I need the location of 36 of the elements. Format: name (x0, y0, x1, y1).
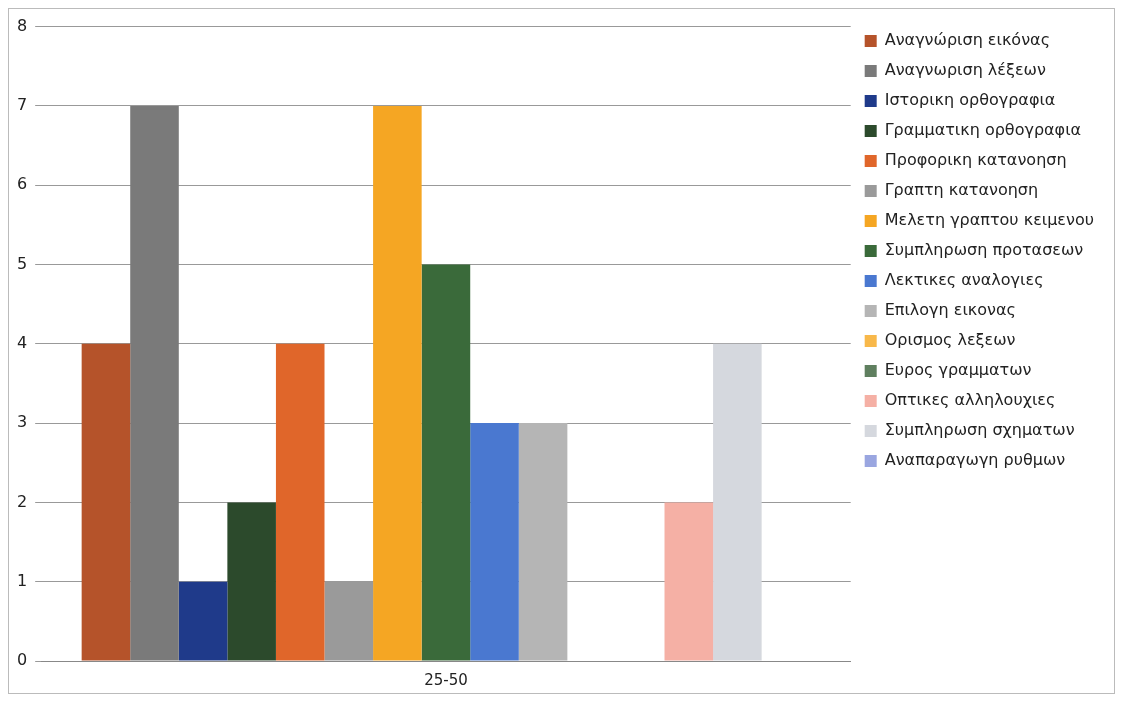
legend-label: Γραπτη κατανοηση (884, 180, 1039, 200)
legend-label: Συμπληρωση προτασεων (884, 240, 1084, 260)
bar (130, 105, 179, 661)
bar (518, 423, 568, 661)
bar (227, 502, 276, 661)
y-tick-label: 4 (16, 332, 28, 352)
bar (81, 343, 131, 661)
legend-label: Συμπληρωση σχηματων (884, 420, 1075, 440)
bar (275, 343, 325, 661)
y-tick-label: 2 (16, 491, 28, 511)
y-tick-label: 3 (16, 412, 28, 432)
legend-label: Ορισμος λεξεων (884, 330, 1016, 350)
y-tick-label: 6 (16, 174, 28, 194)
bar (664, 502, 714, 661)
legend-label: Μελετη γραπτου κειμενου (884, 210, 1095, 230)
legend-label: Λεκτικες αναλογιες (884, 270, 1044, 290)
legend-label: Επιλογη εικονας (884, 300, 1016, 320)
bar (373, 105, 422, 661)
bar (470, 423, 519, 661)
legend-label: Αναγνώριση εικόνας (884, 30, 1051, 50)
bar (178, 581, 228, 661)
y-tick-label: 8 (16, 15, 28, 35)
legend-label: Προφορικη κατανοηση (884, 150, 1067, 170)
legend-label: Γραμματικη ορθογραφια (884, 120, 1082, 140)
bar (713, 343, 762, 661)
y-tick-label: 5 (16, 253, 28, 273)
legend-label: Αναπαραγωγη ρυθμων (884, 450, 1066, 470)
legend-label: Οπτικες αλληλουχιες (884, 390, 1056, 410)
legend-label: Αναγνωριση λέξεων (884, 60, 1046, 80)
legend-label: Ευρος γραμματων (884, 360, 1032, 380)
x-tick-label: 25-50 (424, 670, 468, 689)
bar (421, 264, 471, 661)
y-tick-label: 0 (16, 650, 28, 670)
legend-label: Ιστορικη ορθογραφια (884, 90, 1056, 110)
y-tick-label: 7 (16, 95, 28, 115)
y-tick-label: 1 (16, 570, 28, 590)
